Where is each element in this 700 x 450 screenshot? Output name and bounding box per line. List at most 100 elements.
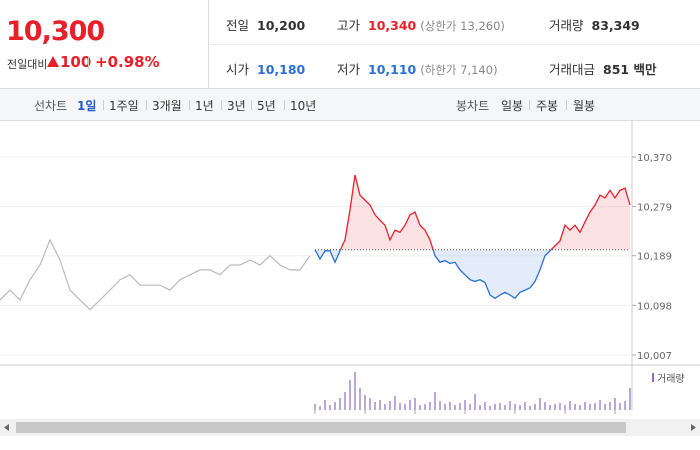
volume-bar	[464, 400, 466, 410]
legend-swatch	[652, 373, 654, 382]
separator	[103, 100, 104, 110]
volume-bar	[454, 405, 456, 410]
volume-bar	[389, 401, 391, 410]
volume-bar	[624, 401, 626, 410]
volume-bar	[344, 392, 346, 410]
volume-bar	[359, 388, 361, 410]
volume-bar	[364, 395, 366, 410]
volume-bar	[534, 404, 536, 410]
change-rate: +0.98%	[95, 53, 160, 71]
volume-bar	[484, 402, 486, 410]
candle-tab[interactable]: 주봉	[536, 99, 559, 113]
volume-bar	[519, 405, 521, 410]
volume-bar	[569, 401, 571, 410]
volume-bar	[609, 402, 611, 410]
period-tab[interactable]: 10년	[290, 99, 317, 113]
volume-bar	[474, 394, 476, 410]
period-tab[interactable]: 3개월	[152, 99, 182, 113]
separator	[284, 100, 285, 110]
stat-note: (상한가 13,260)	[420, 19, 505, 33]
volume-bar	[579, 405, 581, 410]
volume-bar	[559, 403, 561, 410]
scrollbar-thumb	[16, 422, 626, 433]
stat-note: (하한가 7,140)	[420, 63, 498, 77]
separator	[566, 100, 567, 110]
stat-label: 전일	[226, 18, 250, 33]
period-tab[interactable]: 5년	[257, 99, 276, 113]
legend-label: 거래량	[657, 373, 685, 385]
volume-bar	[619, 403, 621, 410]
volume-bar	[374, 402, 376, 410]
volume-bar	[434, 392, 436, 410]
stat-value: 83,349	[591, 18, 640, 33]
volume-bar	[459, 403, 461, 410]
volume-bar	[404, 404, 406, 410]
separator	[189, 100, 190, 110]
volume-bar	[599, 400, 601, 410]
volume-bar	[514, 404, 516, 410]
volume-bar	[399, 403, 401, 410]
tab-group-label: 봉차트	[456, 99, 490, 113]
volume-bar	[489, 406, 491, 410]
volume-bar	[629, 388, 631, 410]
stat-value: 10,180	[257, 62, 306, 77]
stat-label: 거래대금	[549, 62, 596, 77]
volume-bar	[554, 404, 556, 410]
separator	[251, 100, 252, 110]
volume-bar	[604, 404, 606, 410]
volume-bar	[574, 404, 576, 410]
volume-bar	[339, 398, 341, 410]
volume-bar	[594, 403, 596, 410]
stat-label: 저가	[337, 62, 361, 77]
stat: 저가 10,110 (하한가 7,140)	[337, 59, 498, 78]
period-tab[interactable]: 1일	[77, 99, 97, 113]
volume-bar	[589, 404, 591, 410]
today-line	[314, 174, 631, 300]
stat-label: 시가	[226, 62, 250, 77]
volume-bar	[334, 402, 336, 410]
divider	[208, 44, 700, 45]
volume-bar	[319, 406, 321, 410]
volume-bar	[549, 405, 551, 410]
volume-bar	[394, 396, 396, 410]
period-tab[interactable]: 1년	[195, 99, 214, 113]
volume-bar	[469, 404, 471, 410]
period-tab[interactable]: 1주일	[109, 99, 139, 113]
quote-header: 10,300 전일대비 100 +0.98% 전일 10,200 고가 10,340(…	[0, 0, 700, 89]
stat: 전일 10,200	[226, 15, 305, 34]
volume-bar	[449, 402, 451, 410]
up-arrow	[47, 56, 59, 67]
y-tick-label: 10,370	[637, 153, 672, 164]
change: 100	[60, 53, 92, 71]
scroll-right	[691, 424, 696, 431]
period-tab[interactable]: 3년	[227, 99, 246, 113]
candle-tab[interactable]: 일봉	[501, 99, 524, 113]
chart-tabs: 선차트 1일 1주일 3개월 1년 3년 5년 10년 봉차트 일봉 주봉 월봉	[0, 89, 700, 121]
stat: 거래량 83,349	[549, 15, 640, 34]
volume-bar	[524, 402, 526, 410]
y-tick-label: 10,007	[637, 351, 672, 362]
volume-bar	[564, 405, 566, 410]
current-price: 10,300	[6, 16, 105, 47]
separator	[529, 100, 530, 110]
price-chart: 10,37010,27910,18910,09810,007거래량09:0010…	[0, 120, 700, 436]
volume-bar	[314, 404, 316, 410]
volume-bar	[509, 401, 511, 410]
y-tick-label: 10,189	[637, 252, 672, 263]
scroll-left	[4, 424, 9, 431]
volume-bar	[354, 372, 356, 410]
volume-bar	[529, 406, 531, 410]
volume-bar	[539, 398, 541, 410]
volume-bar	[494, 404, 496, 410]
volume-bar	[419, 405, 421, 410]
separator	[221, 100, 222, 110]
volume-bar	[614, 398, 616, 410]
volume-bar	[329, 405, 331, 410]
volume-bar	[479, 405, 481, 410]
stat-value: 10,110	[368, 62, 417, 77]
volume-bar	[544, 402, 546, 410]
candle-tab[interactable]: 월봉	[573, 99, 596, 113]
volume-bar	[369, 398, 371, 410]
volume-bar	[324, 400, 326, 410]
